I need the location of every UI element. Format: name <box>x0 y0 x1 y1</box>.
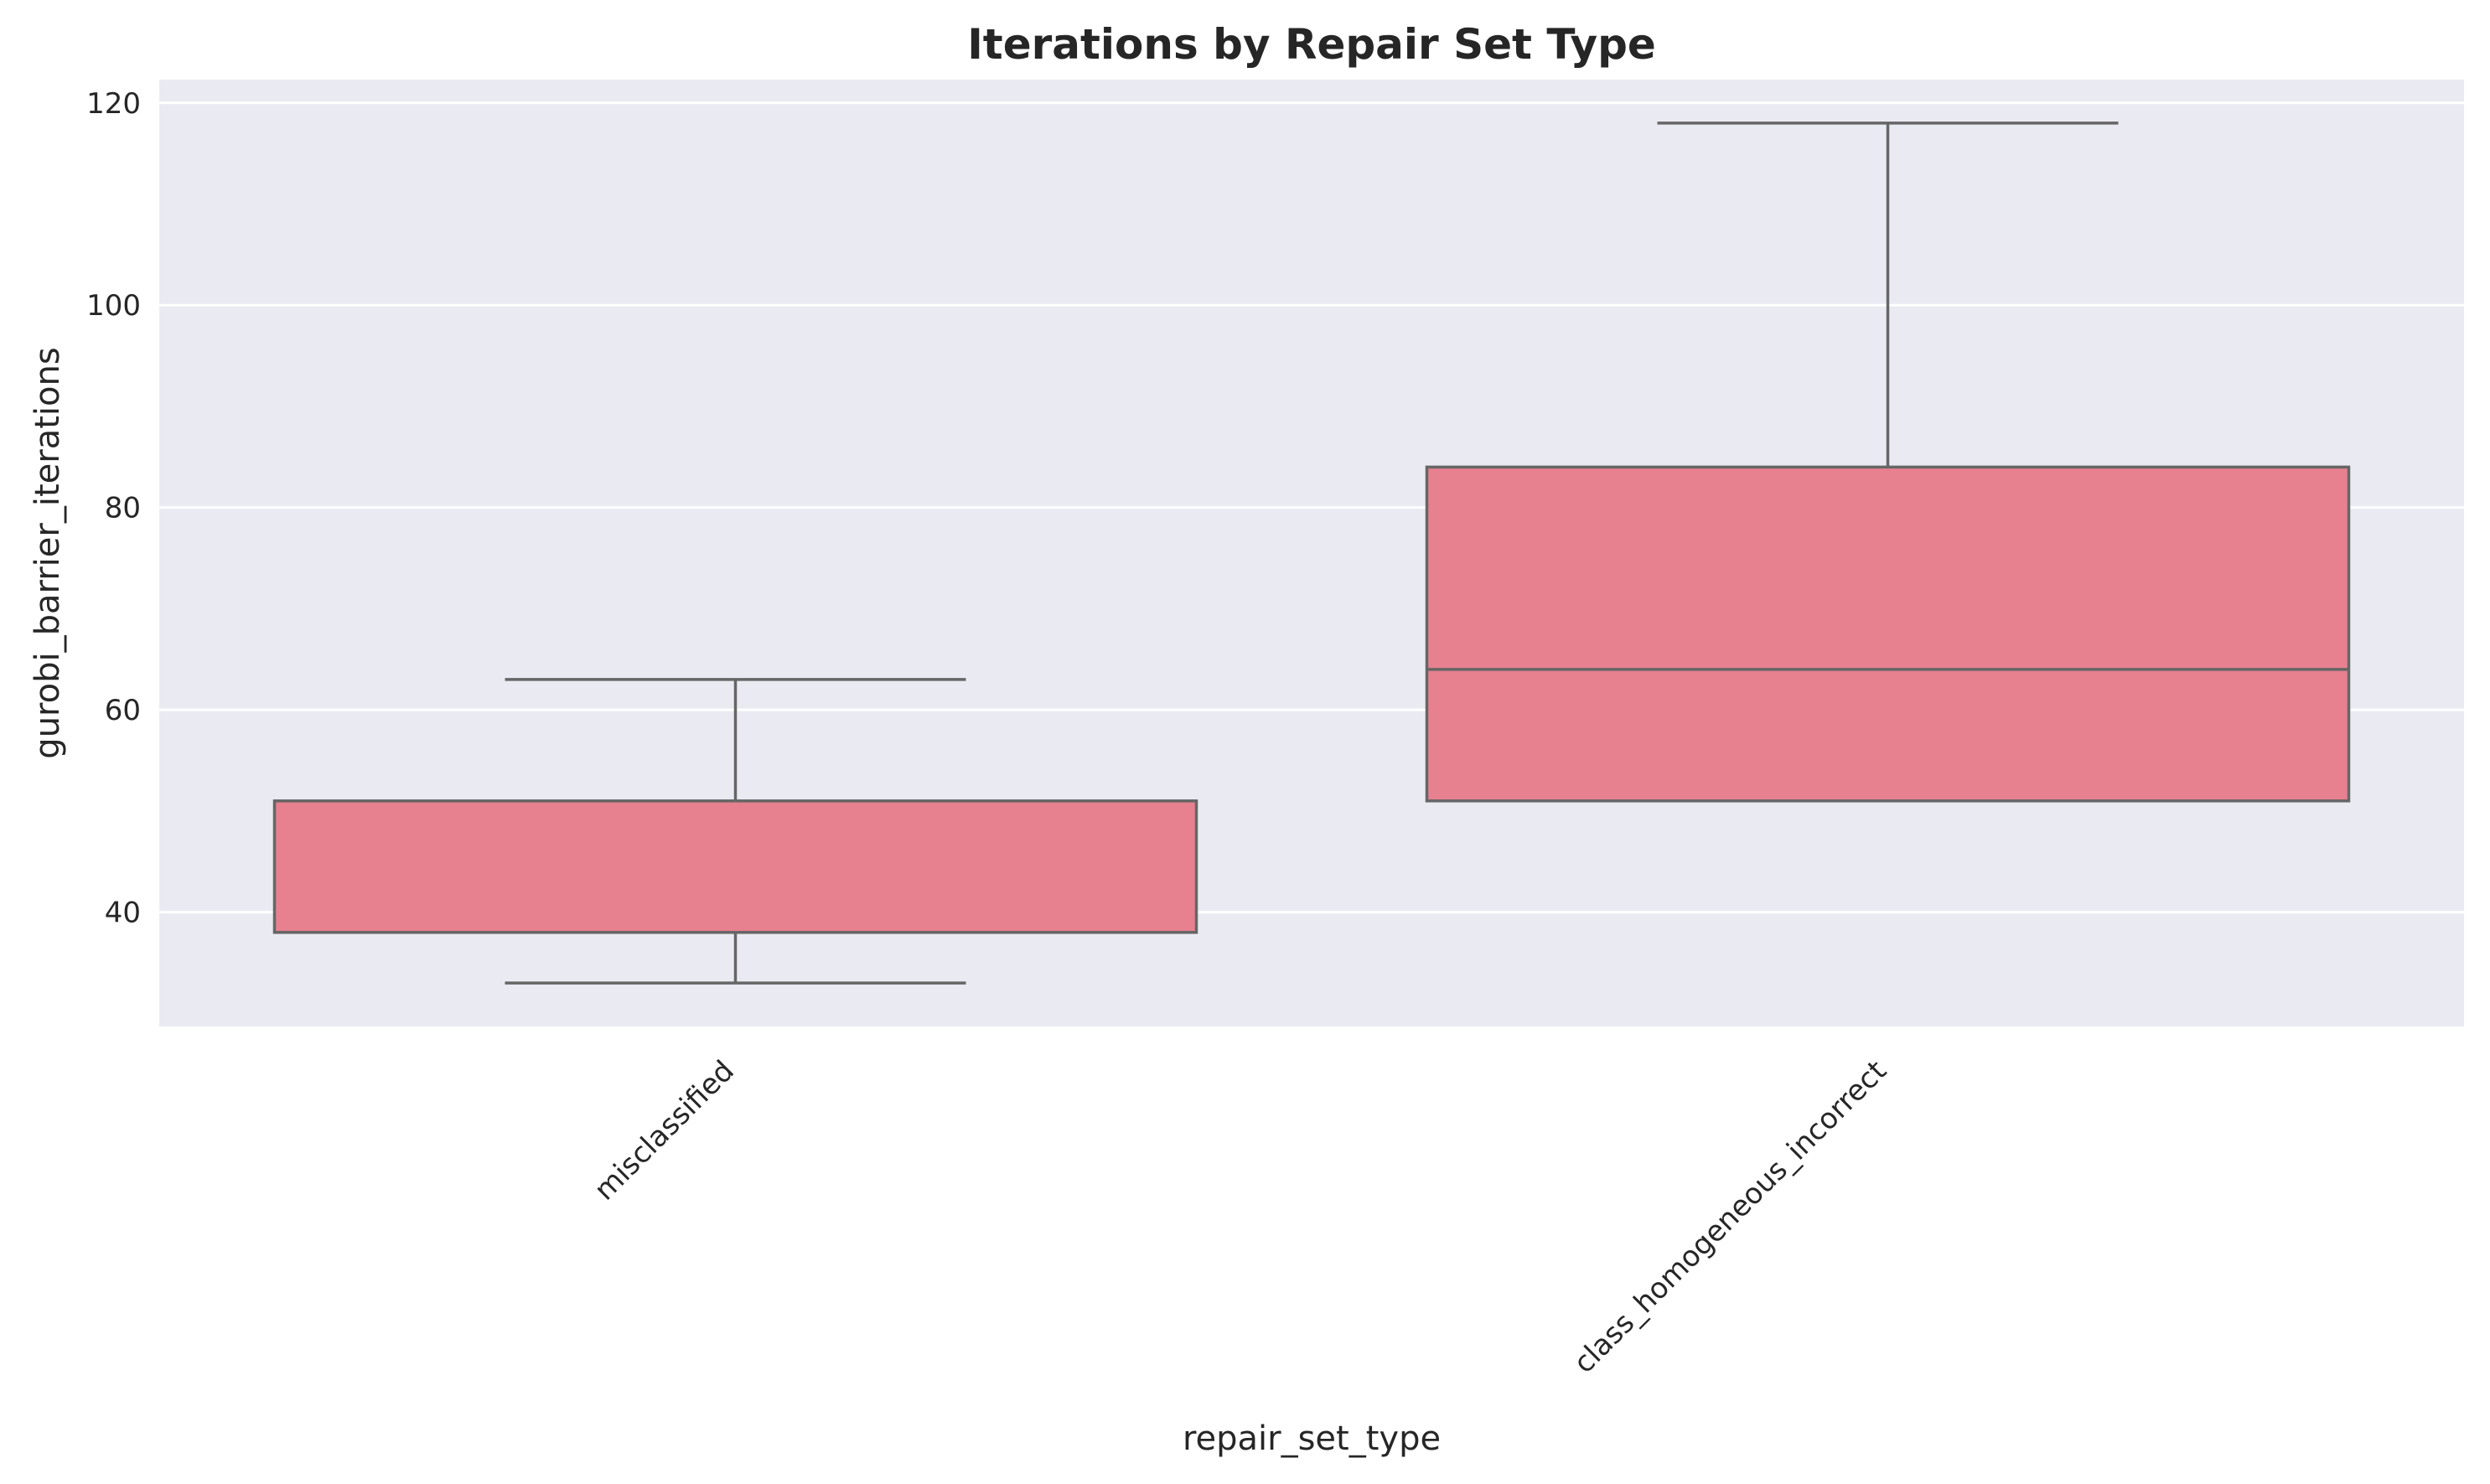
y-tick-label-40: 40 <box>105 897 141 930</box>
y-tick-label-100: 100 <box>86 289 141 323</box>
iqr-box <box>272 799 1198 934</box>
boxes <box>272 122 2351 985</box>
iqr-box <box>1425 465 2351 803</box>
y-tick-labels: 40 60 80 100 120 <box>86 87 141 930</box>
y-tick-label-80: 80 <box>105 492 141 525</box>
x-tick-label-misclassified: misclassified <box>588 1054 740 1207</box>
y-tick-label-60: 60 <box>105 694 141 727</box>
y-axis-label: gurobi_barrier_iterations <box>28 347 67 758</box>
x-tick-label-class_homogeneous_incorrect: class_homogeneous_incorrect <box>1567 1054 1893 1380</box>
x-axis-label: repair_set_type <box>1183 1419 1441 1458</box>
box-class_homogeneous_incorrect <box>1425 122 2351 803</box>
chart-title: Iterations by Repair Set Type <box>967 20 1656 69</box>
box-misclassified <box>272 678 1198 985</box>
y-tick-label-120: 120 <box>86 87 141 121</box>
x-tick-labels: misclassified class_homogeneous_incorrect <box>588 1054 1892 1380</box>
